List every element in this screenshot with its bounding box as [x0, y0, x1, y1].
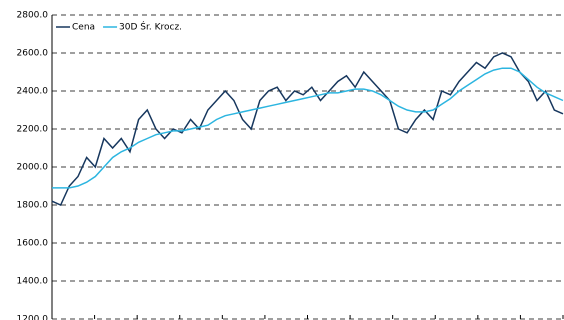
y-tick-label: 2200.0 — [17, 125, 49, 135]
legend-label: Cena — [72, 23, 95, 33]
line-series — [51, 52, 564, 206]
y-tick-label: 2800.0 — [17, 11, 49, 21]
line-series — [52, 67, 564, 189]
y-tick-label: 1400.0 — [17, 277, 49, 287]
legend-label: 30D Śr. Krocz. — [119, 21, 182, 33]
y-tick-label: 1200.0 — [17, 315, 49, 320]
y-tick-label: 2400.0 — [17, 87, 49, 97]
y-tick-label: 1600.0 — [17, 239, 49, 249]
y-tick-label: 1800.0 — [17, 201, 49, 211]
y-tick-label: 2600.0 — [17, 49, 49, 59]
y-tick-label: 2000.0 — [17, 163, 49, 173]
